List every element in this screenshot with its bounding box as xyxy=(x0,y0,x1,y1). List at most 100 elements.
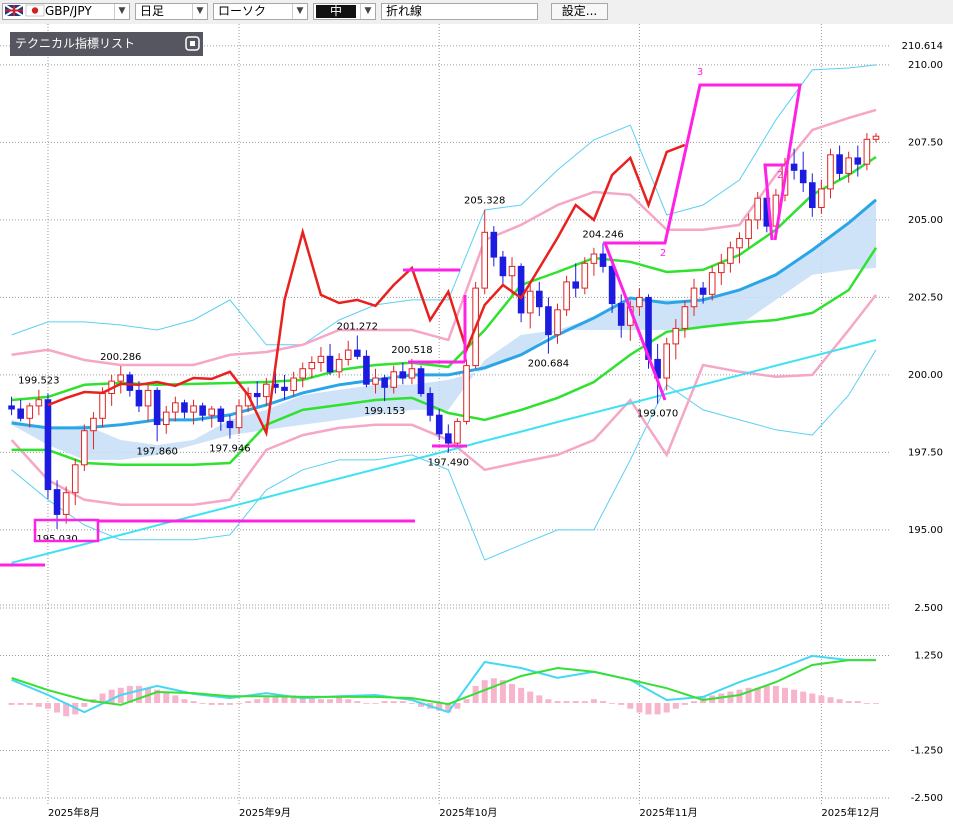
dropdown-arrow[interactable]: ▼ xyxy=(292,4,307,19)
y-tick-label: 205.00 xyxy=(908,215,943,226)
candle-body xyxy=(363,355,370,385)
candle-body xyxy=(608,265,616,305)
period-select[interactable]: 日足 ▼ xyxy=(135,3,208,20)
y-tick-label: 202.50 xyxy=(908,292,943,303)
histogram-bar xyxy=(663,703,670,713)
indicator-list-header[interactable] xyxy=(10,32,203,56)
histogram-bar xyxy=(363,703,370,704)
histogram-bar xyxy=(254,699,261,703)
flag-jp-sun xyxy=(31,7,39,14)
histogram-bar xyxy=(217,703,224,705)
candle-body xyxy=(117,374,125,382)
y-tick-label: 200.00 xyxy=(908,370,943,381)
histogram-bar xyxy=(636,703,643,713)
settings-button[interactable]: 設定... xyxy=(551,3,608,20)
candle-body xyxy=(526,290,534,314)
candle-body xyxy=(354,349,361,357)
x-tick-label: 2025年12月 xyxy=(821,806,879,819)
candle-body xyxy=(90,417,97,432)
histogram-bar xyxy=(854,701,861,703)
histogram-bar xyxy=(308,697,315,703)
histogram-bar xyxy=(681,703,688,705)
chart-type-select[interactable]: ローソク ▼ xyxy=(213,3,308,20)
candle-body xyxy=(745,219,752,240)
histogram-bar xyxy=(836,699,843,703)
pattern-line xyxy=(763,163,785,241)
candle-body xyxy=(17,408,24,419)
histogram-bar xyxy=(845,701,852,703)
sub-chart-field[interactable]: 折れ線 xyxy=(381,3,538,20)
pattern-line xyxy=(602,83,802,401)
histogram-bar xyxy=(108,689,115,703)
candle-body xyxy=(708,272,716,295)
candle-body xyxy=(399,371,407,379)
candle-body xyxy=(299,368,307,379)
price-annotation: 200.684 xyxy=(528,359,569,370)
candle-body xyxy=(26,405,34,419)
histogram-bar xyxy=(818,695,825,703)
candle-body xyxy=(308,362,316,370)
candle-body xyxy=(226,420,234,429)
histogram-bar xyxy=(126,685,133,703)
pattern-drawings xyxy=(0,83,802,567)
candle-body xyxy=(71,464,79,494)
histogram-bar xyxy=(736,689,743,703)
price-annotation: 200.518 xyxy=(391,345,432,356)
symbol-select[interactable]: GBP/JPY ▼ xyxy=(2,3,130,20)
price-annotation: 197.860 xyxy=(136,446,177,457)
histogram-bar xyxy=(827,697,834,703)
histogram-bar xyxy=(518,687,525,703)
histogram-bar xyxy=(154,689,161,703)
price-annotation: 205.328 xyxy=(464,196,505,207)
candle-body xyxy=(454,420,461,444)
candle-body xyxy=(572,281,580,289)
price-annotation: 199.070 xyxy=(637,409,678,420)
histogram-bar xyxy=(509,684,516,703)
histogram-bar xyxy=(99,693,106,703)
toggle-icon xyxy=(190,41,195,46)
histogram-bar xyxy=(863,703,870,704)
candle-body xyxy=(81,430,88,466)
histogram-bar xyxy=(399,701,406,703)
candle-body xyxy=(590,253,598,264)
candle-body xyxy=(235,405,243,429)
histogram-bar xyxy=(463,699,470,703)
candle-body xyxy=(190,405,197,413)
candle-body xyxy=(836,154,843,174)
pattern-label: 3 xyxy=(697,67,703,78)
candle-body xyxy=(818,188,825,209)
candle-body xyxy=(408,368,416,379)
dropdown-arrow[interactable]: ▼ xyxy=(360,4,375,19)
macd-line xyxy=(11,654,876,714)
indicator-list-panel[interactable]: テクニカル指標リスト xyxy=(10,32,203,56)
price-annotation: 197.490 xyxy=(428,458,469,469)
histogram-bar xyxy=(772,685,779,703)
candle-body xyxy=(281,386,288,391)
y-tick-label: -1.250 xyxy=(911,746,943,757)
histogram-bar xyxy=(190,701,197,703)
candle-body xyxy=(263,383,270,398)
histogram-bar xyxy=(745,687,752,703)
indicator-list-toggle[interactable] xyxy=(185,36,200,51)
dropdown-arrow[interactable]: ▼ xyxy=(192,4,207,19)
histogram-bar xyxy=(8,703,15,705)
histogram-bar xyxy=(26,703,33,705)
candle-body xyxy=(827,154,834,190)
candle-body xyxy=(854,157,862,165)
histogram-bar xyxy=(672,703,679,709)
histogram-bar xyxy=(781,687,788,703)
candle-body xyxy=(372,377,379,385)
histogram-bar xyxy=(499,680,506,703)
candle-body xyxy=(317,355,325,364)
macd-line xyxy=(11,659,876,706)
candle-body xyxy=(181,402,188,413)
histogram-bar xyxy=(81,703,88,707)
y-tick-label: 195.00 xyxy=(908,525,943,536)
candle-body xyxy=(563,281,570,311)
candle-body xyxy=(545,306,552,336)
period-label: 日足 xyxy=(140,4,165,18)
dropdown-arrow[interactable]: ▼ xyxy=(114,4,129,19)
x-tick-label: 2025年11月 xyxy=(639,806,697,819)
price-annotation: 197.946 xyxy=(209,444,250,455)
size-select[interactable]: 中 ▼ xyxy=(313,3,376,20)
